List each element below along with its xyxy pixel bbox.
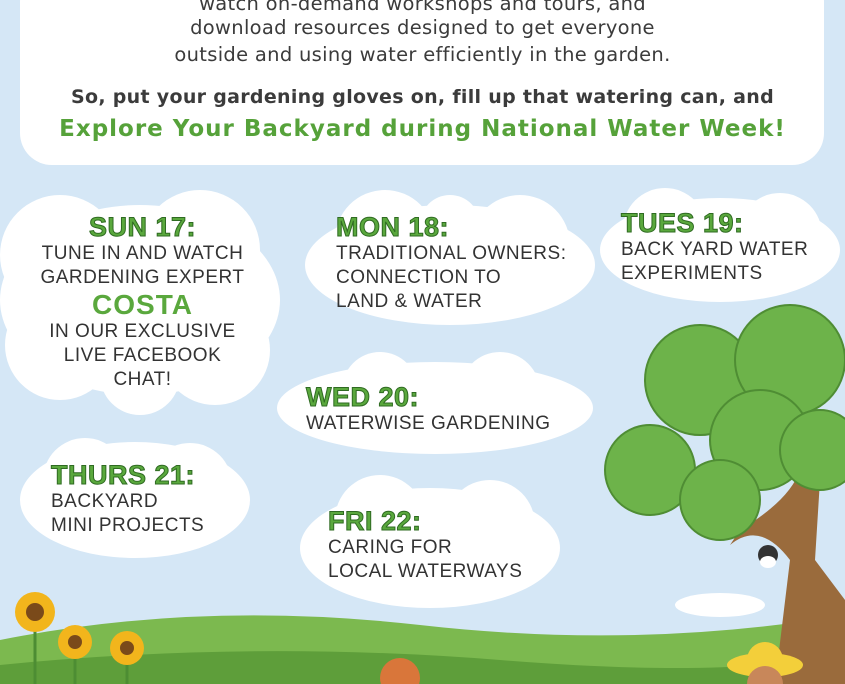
event-sun-17: SUN 17: TUNE IN AND WATCH GARDENING EXPE… — [10, 212, 275, 392]
event-day: WED 20: — [306, 382, 420, 413]
event-wed-20: WED 20: WATERWISE GARDENING — [306, 382, 551, 436]
event-thurs-21: THURS 21: BACKYARD MINI PROJECTS — [50, 460, 205, 538]
event-tues-19: TUES 19: BACK YARD WATER EXPERIMENTS — [620, 208, 809, 286]
event-line: IN OUR EXCLUSIVE — [49, 321, 236, 342]
event-day: MON 18: — [335, 212, 450, 243]
intro-cta: So, put your gardening gloves on, fill u… — [70, 86, 775, 108]
intro-card — [20, 0, 824, 165]
event-line: CONNECTION TO — [336, 267, 502, 288]
event-day: FRI 22: — [327, 506, 422, 537]
event-fri-22: FRI 22: CARING FOR LOCAL WATERWAYS — [327, 506, 523, 584]
event-line: LIVE FACEBOOK — [63, 345, 222, 366]
event-line: BACKYARD — [51, 491, 159, 512]
event-line: GARDENING EXPERT — [40, 267, 245, 288]
intro-line: download resources designed to get every… — [190, 16, 655, 39]
intro-highlight: Explore Your Backyard during National Wa… — [59, 116, 786, 142]
event-line: CARING FOR — [328, 537, 453, 558]
event-line: LOCAL WATERWAYS — [328, 561, 523, 582]
event-line: MINI PROJECTS — [51, 515, 205, 536]
event-mon-18: MON 18: TRADITIONAL OWNERS: CONNECTION T… — [335, 212, 567, 314]
event-line: BACK YARD WATER — [621, 239, 809, 260]
intro-line: outside and using water efficiently in t… — [174, 43, 671, 66]
event-line: TUNE IN AND WATCH — [41, 243, 244, 264]
event-day: THURS 21: — [50, 460, 196, 491]
event-line: LAND & WATER — [336, 291, 483, 312]
intro-line: watch on-demand workshops and tours, and — [199, 0, 646, 15]
event-featured-name: COSTA — [92, 289, 193, 320]
event-line: WATERWISE GARDENING — [306, 413, 551, 434]
event-day: TUES 19: — [620, 208, 744, 239]
event-line: CHAT! — [113, 369, 172, 390]
event-day: SUN 17: — [88, 212, 197, 243]
event-line: EXPERIMENTS — [621, 263, 763, 284]
event-line: TRADITIONAL OWNERS: — [336, 243, 567, 264]
